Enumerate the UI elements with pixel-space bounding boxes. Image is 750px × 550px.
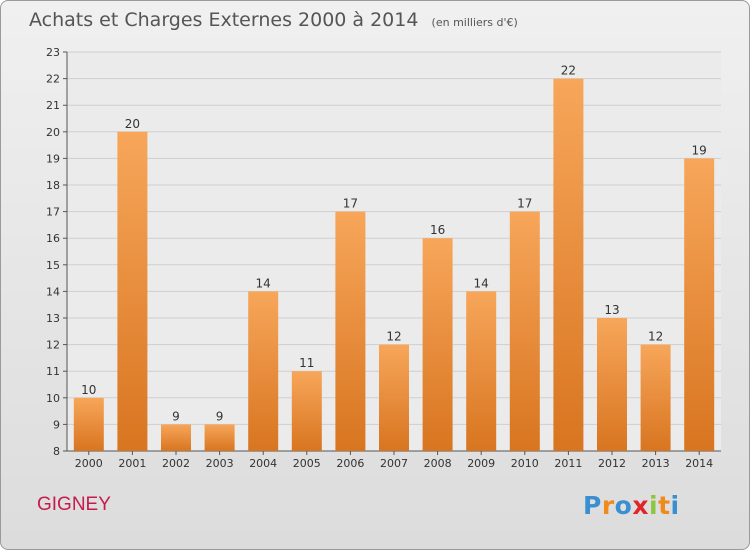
data-label: 20 bbox=[125, 117, 140, 131]
data-label: 9 bbox=[216, 409, 224, 423]
x-tick-label: 2000 bbox=[75, 457, 103, 470]
data-label: 12 bbox=[386, 330, 401, 344]
y-tick-label: 23 bbox=[46, 46, 60, 59]
data-label: 12 bbox=[648, 330, 663, 344]
x-tick-label: 2004 bbox=[249, 457, 277, 470]
bar bbox=[553, 78, 584, 451]
bar bbox=[509, 211, 540, 451]
data-label: 11 bbox=[299, 356, 314, 370]
title-row: Achats et Charges Externes 2000 à 2014 (… bbox=[29, 9, 518, 31]
bar bbox=[640, 344, 671, 451]
x-tick-label: 2009 bbox=[467, 457, 495, 470]
y-tick-label: 20 bbox=[46, 126, 60, 139]
x-tick-label: 2012 bbox=[598, 457, 626, 470]
data-label: 14 bbox=[474, 276, 489, 290]
logo-letter: x bbox=[632, 491, 649, 520]
y-tick-label: 21 bbox=[46, 99, 60, 112]
x-tick-label: 2013 bbox=[642, 457, 670, 470]
x-tick-label: 2002 bbox=[162, 457, 190, 470]
bar bbox=[73, 397, 104, 451]
bar bbox=[335, 211, 366, 451]
x-tick-label: 2008 bbox=[424, 457, 452, 470]
bar bbox=[684, 158, 715, 451]
y-tick-label: 15 bbox=[46, 259, 60, 272]
logo-letter: i bbox=[670, 491, 680, 520]
bar bbox=[117, 131, 148, 452]
y-tick-label: 19 bbox=[46, 152, 60, 165]
x-tick-label: 2001 bbox=[118, 457, 146, 470]
data-label: 19 bbox=[692, 143, 707, 157]
data-label: 22 bbox=[561, 64, 576, 78]
data-label: 9 bbox=[172, 409, 180, 423]
bar bbox=[161, 424, 191, 451]
logo-letter: o bbox=[614, 491, 633, 520]
y-tick-label: 8 bbox=[53, 445, 60, 458]
data-label: 13 bbox=[604, 303, 619, 317]
y-tick-label: 18 bbox=[46, 179, 60, 192]
bar bbox=[466, 291, 497, 451]
y-tick-label: 17 bbox=[46, 206, 60, 219]
y-tick-label: 22 bbox=[46, 73, 60, 86]
logo-letter: i bbox=[649, 491, 659, 520]
x-tick-label: 2014 bbox=[685, 457, 713, 470]
x-tick-label: 2007 bbox=[380, 457, 408, 470]
bar bbox=[597, 318, 627, 451]
x-tick-label: 2010 bbox=[511, 457, 539, 470]
x-tick-label: 2005 bbox=[293, 457, 321, 470]
data-label: 10 bbox=[81, 383, 96, 397]
y-tick-label: 10 bbox=[46, 392, 60, 405]
data-label: 17 bbox=[517, 197, 532, 211]
bar bbox=[248, 291, 279, 451]
bar bbox=[204, 424, 235, 451]
y-tick-label: 11 bbox=[46, 365, 60, 378]
logo-letter: t bbox=[658, 491, 671, 520]
data-label: 16 bbox=[430, 223, 445, 237]
logo-letter: P bbox=[583, 491, 602, 520]
bar bbox=[291, 371, 322, 451]
x-tick-label: 2011 bbox=[554, 457, 582, 470]
proxiti-logo: Proxiti bbox=[583, 491, 680, 520]
y-tick-label: 13 bbox=[46, 312, 60, 325]
data-label: 17 bbox=[343, 197, 358, 211]
logo-letter: r bbox=[601, 491, 615, 520]
y-tick-label: 12 bbox=[46, 339, 60, 352]
y-tick-label: 14 bbox=[46, 285, 60, 298]
commune-name: GIGNEY bbox=[37, 494, 111, 515]
y-tick-label: 9 bbox=[53, 418, 60, 431]
chart-unit: (en milliers d'€) bbox=[431, 16, 518, 29]
bar bbox=[422, 238, 453, 451]
bar bbox=[379, 344, 409, 451]
x-tick-label: 2003 bbox=[206, 457, 234, 470]
chart-title: Achats et Charges Externes 2000 à 2014 bbox=[29, 9, 419, 31]
data-label: 14 bbox=[256, 276, 271, 290]
y-tick-label: 16 bbox=[46, 232, 60, 245]
x-tick-label: 2006 bbox=[336, 457, 364, 470]
